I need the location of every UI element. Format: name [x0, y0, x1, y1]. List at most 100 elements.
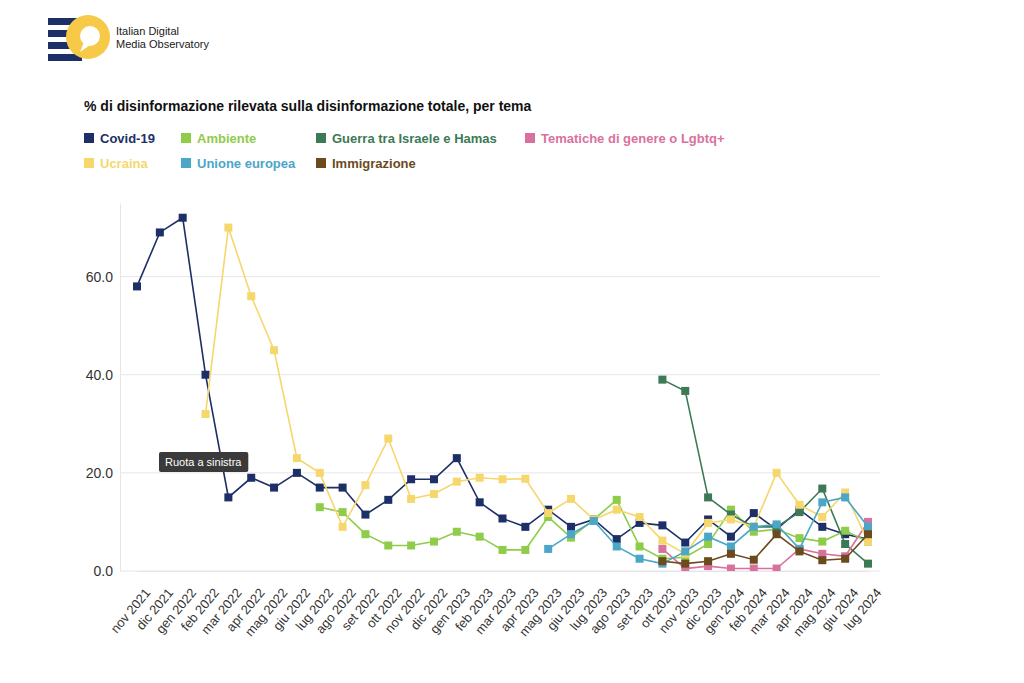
series-marker: [773, 565, 781, 571]
legend-swatch: [181, 158, 191, 168]
series-marker: [795, 501, 803, 509]
series-marker: [453, 478, 461, 486]
series-marker: [316, 469, 324, 477]
series-marker: [818, 538, 826, 546]
series-marker: [247, 474, 255, 482]
series-marker: [453, 454, 461, 462]
legend-swatch: [84, 133, 94, 143]
legend-label: Unione europea: [197, 156, 296, 171]
series-marker: [727, 550, 735, 558]
series-marker: [133, 282, 141, 290]
series-marker: [613, 506, 621, 514]
series-marker: [818, 498, 826, 506]
series-marker: [361, 511, 369, 519]
series-marker: [499, 475, 507, 483]
series-line: [548, 497, 868, 563]
series-marker: [704, 557, 712, 565]
series-line: [206, 228, 868, 554]
series-marker: [521, 523, 529, 531]
series-marker: [681, 387, 689, 395]
series-marker: [773, 530, 781, 538]
series-marker: [361, 481, 369, 489]
series-marker: [179, 214, 187, 222]
series-marker: [156, 228, 164, 236]
legend-label: Covid-19: [100, 131, 155, 146]
series-marker: [521, 475, 529, 483]
series-marker: [681, 539, 689, 547]
series-marker: [636, 542, 644, 550]
series-marker: [544, 545, 552, 553]
series-marker: [293, 454, 301, 462]
legend-swatch: [316, 158, 326, 168]
series-marker: [407, 475, 415, 483]
series-line: [137, 218, 868, 543]
series-line: [320, 500, 868, 559]
grid-line: [120, 472, 880, 473]
series-marker: [384, 541, 392, 549]
series-marker: [384, 496, 392, 504]
chart-container: Italian DigitalMedia Observatory% di dis…: [0, 0, 1024, 683]
series-marker: [750, 523, 758, 531]
series-marker: [476, 498, 484, 506]
series-marker: [704, 519, 712, 527]
chart-title: % di disinformazione rilevata sulla disi…: [84, 98, 532, 114]
series-marker: [658, 376, 666, 384]
series-marker: [795, 534, 803, 542]
legend-item: Covid-19: [84, 131, 155, 146]
series-marker: [818, 556, 826, 564]
y-axis-line: [120, 204, 121, 572]
series-marker: [773, 469, 781, 477]
series-marker: [499, 546, 507, 554]
y-tick-label: 60.0: [86, 269, 113, 285]
x-axis-line: [138, 571, 869, 572]
series-marker: [430, 475, 438, 483]
series-marker: [795, 508, 803, 516]
series-marker: [613, 496, 621, 504]
legend-label: Ambiente: [197, 131, 256, 146]
series-marker: [841, 555, 849, 563]
grid-line: [120, 571, 880, 572]
legend-label: Tematiche di genere o Lgbtq+: [541, 131, 725, 146]
legend-item: Guerra tra Israele e Hamas: [316, 131, 497, 146]
legend-label: Guerra tra Israele e Hamas: [332, 131, 497, 146]
series-marker: [750, 523, 758, 531]
y-tick: 40.0: [86, 367, 120, 383]
legend-swatch: [316, 133, 326, 143]
legend-item: Tematiche di genere o Lgbtq+: [525, 131, 725, 146]
series-marker: [613, 542, 621, 550]
y-axis: 0.020.040.060.0: [86, 204, 121, 579]
chart-svg: Italian DigitalMedia Observatory% di dis…: [0, 0, 1024, 683]
series-marker: [727, 533, 735, 541]
series-marker: [841, 493, 849, 501]
annotation-box: [159, 452, 248, 472]
series-marker: [658, 545, 666, 553]
series-marker: [270, 346, 278, 354]
series-marker: [818, 523, 826, 531]
series-marker: [841, 527, 849, 535]
series-group: [202, 224, 872, 558]
legend-label: Ucraina: [100, 156, 148, 171]
series-marker: [224, 493, 232, 501]
series-marker: [567, 530, 575, 538]
series-marker: [499, 514, 507, 522]
legend: Covid-19 Ambiente Guerra tra Israele e Ham…: [84, 131, 725, 171]
grid: [120, 277, 880, 571]
series-marker: [613, 535, 621, 543]
series-group: [316, 496, 872, 563]
y-tick-label: 40.0: [86, 367, 113, 383]
series-line: [662, 534, 868, 563]
series-marker: [864, 560, 872, 568]
series-marker: [476, 533, 484, 541]
legend-item: Immigrazione: [316, 156, 416, 171]
series-group: [133, 214, 872, 547]
series-marker: [202, 410, 210, 418]
series-marker: [795, 547, 803, 555]
series-marker: [316, 484, 324, 492]
series-marker: [270, 484, 278, 492]
series-marker: [339, 523, 347, 531]
series-marker: [818, 485, 826, 493]
series-marker: [658, 521, 666, 529]
annotation-text: Ruota a sinistra: [165, 456, 242, 468]
series-marker: [681, 560, 689, 568]
y-tick: 20.0: [86, 465, 120, 481]
